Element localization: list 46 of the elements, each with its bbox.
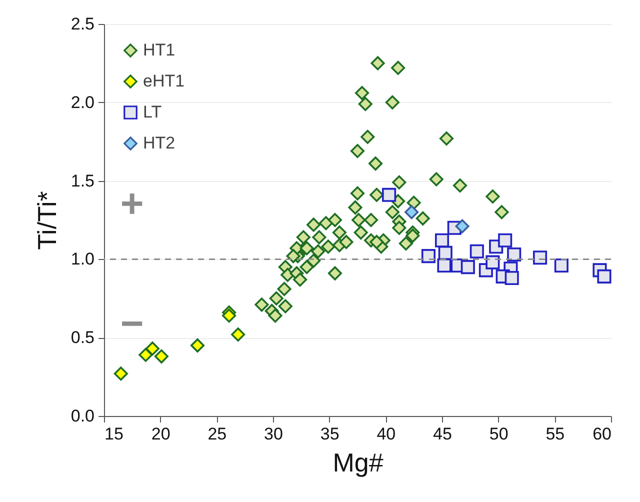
- y-tick-label: 0.0: [70, 406, 94, 426]
- point: [438, 246, 452, 260]
- point: [460, 260, 475, 274]
- x-tick-label: 30: [264, 424, 283, 444]
- annotation: +: [120, 182, 144, 226]
- point: [498, 233, 512, 248]
- point: [231, 327, 246, 342]
- y-tick-label: 2.0: [70, 92, 94, 112]
- point: [504, 270, 519, 286]
- y-tick-label: 1.5: [70, 171, 94, 190]
- x-tick-label: 25: [208, 424, 227, 444]
- point: [404, 205, 419, 220]
- x-tick-label: 40: [376, 424, 396, 444]
- x-tick-label: 45: [433, 424, 452, 444]
- point: [507, 247, 522, 262]
- legend-label: HT2: [143, 134, 176, 152]
- point: [597, 269, 612, 284]
- x-tick-label: 50: [489, 424, 508, 444]
- point: [554, 258, 568, 272]
- legend-label: HT1: [143, 40, 176, 60]
- point: [455, 219, 470, 234]
- annotation: −: [120, 302, 144, 346]
- legend-label: LT: [143, 102, 162, 122]
- point: [470, 244, 484, 258]
- y-axis-title: Ti/Ti*: [32, 191, 62, 250]
- x-tick-label: 20: [151, 424, 170, 444]
- x-tick-label: 55: [546, 424, 565, 444]
- x-tick-label: 15: [104, 424, 124, 444]
- point: [532, 250, 548, 265]
- y-tick-label: 0.5: [70, 328, 94, 348]
- y-tick-label: 1.0: [70, 250, 94, 269]
- point: [421, 249, 436, 264]
- point: [434, 233, 450, 248]
- point: [190, 338, 205, 352]
- point: [486, 255, 500, 270]
- point: [154, 349, 168, 364]
- point: [382, 188, 396, 202]
- x-tick-label: 60: [592, 424, 612, 444]
- x-tick-label: 35: [320, 424, 340, 444]
- point: [114, 366, 128, 381]
- y-tick-label: 2.5: [70, 14, 94, 34]
- x-axis-title: Mg#: [332, 448, 384, 478]
- legend-label: eHT1: [143, 72, 185, 90]
- point: [145, 342, 160, 356]
- point: [222, 308, 236, 323]
- point: [437, 258, 452, 272]
